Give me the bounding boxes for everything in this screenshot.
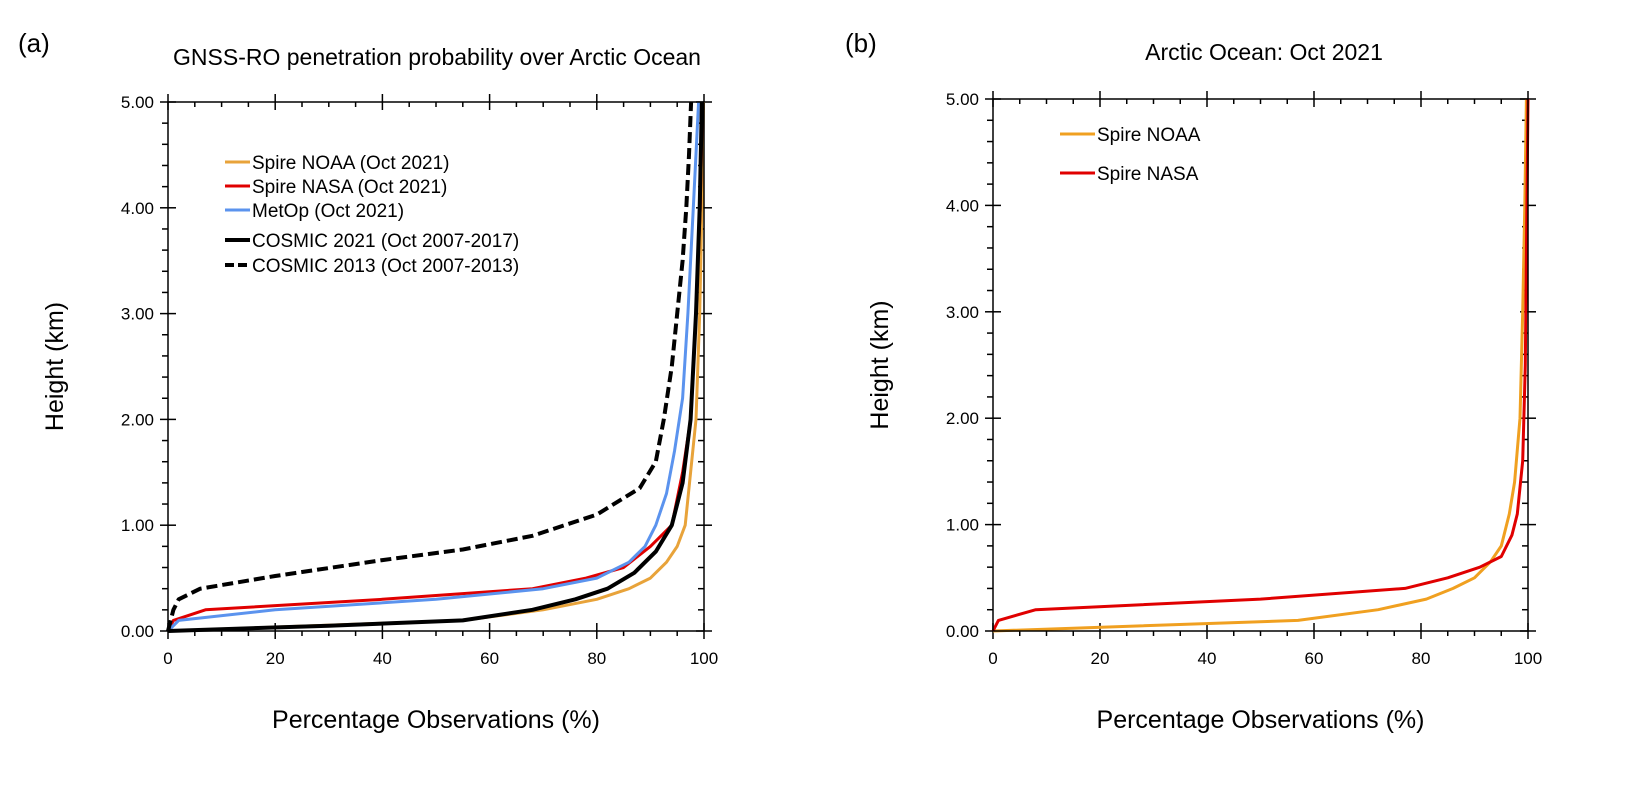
series-line-4 bbox=[166, 101, 694, 632]
x-axis-label: Percentage Observations (%) bbox=[1097, 706, 1425, 734]
x-tick-label: 20 bbox=[1091, 649, 1110, 668]
x-tick-label: 0 bbox=[988, 649, 997, 668]
series-line-2 bbox=[166, 101, 701, 633]
x-tick-label: 100 bbox=[690, 649, 718, 668]
legend-label: MetOp (Oct 2021) bbox=[252, 201, 404, 222]
legend: Spire NOAA (Oct 2021) Spire NASA (Oct 202… bbox=[225, 153, 519, 277]
y-tick-label: 2.00 bbox=[946, 409, 979, 428]
legend-label: Spire NASA (Oct 2021) bbox=[252, 177, 447, 198]
y-tick-label: 5.00 bbox=[121, 93, 154, 112]
y-tick-label: 2.00 bbox=[121, 410, 154, 429]
legend-label: Spire NOAA (Oct 2021) bbox=[252, 153, 449, 174]
x-tick-label: 80 bbox=[1412, 649, 1431, 668]
x-tick-label: 20 bbox=[266, 649, 285, 668]
y-tick-label: 5.00 bbox=[946, 90, 979, 109]
x-tick-label: 40 bbox=[1198, 649, 1217, 668]
y-tick-label: 0.00 bbox=[121, 622, 154, 641]
axis-ticks bbox=[160, 94, 712, 639]
series-line-1 bbox=[991, 98, 1530, 632]
legend: Spire NOAA Spire NASA bbox=[1060, 125, 1201, 185]
x-tick-label: 40 bbox=[373, 649, 392, 668]
y-axis-label: Height (km) bbox=[866, 300, 894, 429]
legend-label: COSMIC 2013 (Oct 2007-2013) bbox=[252, 256, 519, 277]
plot-frame bbox=[992, 98, 1529, 632]
y-tick-label: 4.00 bbox=[946, 196, 979, 215]
chart-title: GNSS-RO penetration probability over Arc… bbox=[173, 44, 701, 70]
x-tick-label: 100 bbox=[1514, 649, 1542, 668]
y-tick-label: 0.00 bbox=[946, 622, 979, 641]
panel-label: (b) bbox=[845, 28, 877, 58]
y-tick-label: 3.00 bbox=[121, 305, 154, 324]
x-tick-label: 60 bbox=[480, 649, 499, 668]
plot-frame bbox=[167, 101, 705, 632]
legend-label: COSMIC 2021 (Oct 2007-2017) bbox=[252, 231, 519, 252]
legend-label: Spire NOAA bbox=[1097, 125, 1201, 146]
panel-a: (a) GNSS-RO penetration probability over … bbox=[18, 28, 718, 734]
x-axis-label: Percentage Observations (%) bbox=[272, 706, 600, 734]
panel-label: (a) bbox=[18, 28, 50, 58]
x-tick-label: 60 bbox=[1305, 649, 1324, 668]
panel-b: (b) Arctic Ocean: Oct 2021 Percentage Obse… bbox=[845, 28, 1542, 734]
y-tick-label: 4.00 bbox=[121, 199, 154, 218]
series-line-0 bbox=[167, 101, 705, 633]
legend-label: Spire NASA bbox=[1097, 164, 1199, 185]
series-line-3 bbox=[167, 101, 704, 633]
y-axis-label: Height (km) bbox=[41, 302, 69, 431]
chart-title: Arctic Ocean: Oct 2021 bbox=[1145, 39, 1383, 65]
y-tick-label: 1.00 bbox=[121, 516, 154, 535]
x-tick-label: 0 bbox=[163, 649, 172, 668]
y-tick-label: 3.00 bbox=[946, 303, 979, 322]
y-tick-label: 1.00 bbox=[946, 516, 979, 535]
x-tick-label: 80 bbox=[587, 649, 606, 668]
series-line-0 bbox=[992, 98, 1528, 633]
